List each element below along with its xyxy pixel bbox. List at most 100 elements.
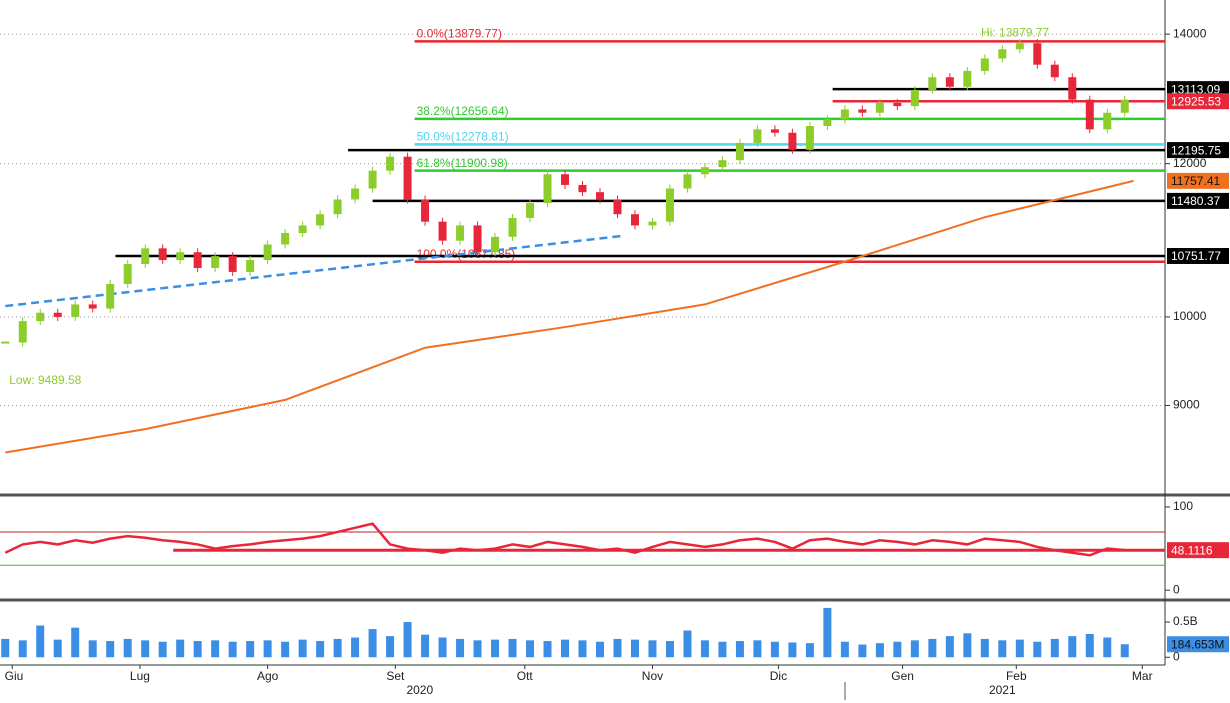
volume-bar (910, 640, 919, 658)
volume-bar (735, 641, 744, 658)
volume-bar (71, 627, 80, 658)
x-tick-label: Giu (5, 669, 24, 683)
x-tick-label: Nov (642, 669, 663, 683)
volume-bar (945, 636, 954, 658)
rsi-line (4, 522, 1125, 557)
y-tick-label: 9000 (1173, 398, 1200, 412)
candle (53, 312, 62, 317)
level-value-label: 10751.77 (1171, 249, 1221, 263)
candle (508, 217, 517, 237)
level-value-label-box (1167, 142, 1229, 159)
candle (1120, 99, 1129, 113)
volume-bar (386, 636, 395, 658)
level-label: 61.8%(11900.98) (417, 156, 508, 170)
annotation: Hi: 13879.77 (981, 26, 1049, 40)
candle (1015, 43, 1024, 50)
y-tick-label: 12000 (1173, 156, 1207, 170)
volume-bar (683, 630, 692, 658)
volume-bar (1033, 641, 1042, 658)
candle (561, 174, 570, 185)
candle (386, 156, 395, 171)
volume-bar (281, 641, 290, 658)
candle (595, 192, 604, 200)
candle (823, 119, 832, 127)
candle (910, 89, 919, 107)
volume-bar (648, 640, 657, 658)
y-tick-label: 14000 (1173, 26, 1207, 40)
x-tick-label: Lug (130, 669, 150, 683)
volume-bar (228, 641, 237, 658)
volume-bar (858, 644, 867, 658)
volume-bar (421, 634, 430, 658)
level-value-label: 12925.53 (1171, 94, 1221, 108)
candle (980, 58, 989, 71)
volume-value-label-box (1167, 636, 1229, 653)
candle (735, 142, 744, 161)
y-tick-label: 0 (1173, 649, 1180, 663)
candle (1103, 112, 1112, 130)
volume-bar (158, 641, 167, 658)
candle (438, 221, 447, 241)
volume-bar (123, 638, 132, 658)
volume-bar (753, 640, 762, 658)
ma-value-label: 11757.41 (1171, 174, 1220, 188)
volume-bar (928, 638, 937, 658)
candle (298, 225, 307, 234)
candle (456, 225, 465, 241)
volume-bar (770, 641, 779, 658)
volume-bar (665, 641, 674, 658)
candle (491, 236, 500, 253)
volume-bar (1085, 634, 1094, 658)
volume-bar (823, 607, 832, 658)
candle (333, 199, 342, 215)
volume-bar (403, 622, 412, 658)
level-value-label-box (1167, 192, 1229, 209)
candle (473, 225, 482, 253)
volume-bar (561, 639, 570, 658)
candle (176, 252, 185, 261)
volume-bar (53, 639, 62, 658)
candle (1050, 64, 1059, 78)
volume-bar (438, 637, 447, 658)
level-value-label: 12195.75 (1171, 143, 1221, 157)
volume-bar (351, 637, 360, 658)
volume-bar (176, 639, 185, 658)
candle (368, 170, 377, 189)
candle (893, 102, 902, 107)
candle (875, 102, 884, 113)
year-label: 2020 (406, 683, 433, 697)
candle (648, 221, 657, 226)
candle (1, 341, 10, 344)
level-label: 38.2%(12656.64) (417, 104, 509, 118)
x-tick-label: Gen (891, 669, 914, 683)
candle (351, 188, 360, 200)
moving-average (5, 179, 1134, 454)
volume-bar (1120, 644, 1129, 658)
volume-bar (788, 642, 797, 658)
volume-bar (456, 638, 465, 658)
volume-bar (263, 640, 272, 658)
y-tick-label: 100 (1173, 499, 1193, 513)
volume-bar (316, 641, 325, 658)
volume-bar (998, 640, 1007, 658)
candle (526, 203, 535, 218)
candle (858, 109, 867, 113)
candle (788, 132, 797, 150)
candle (281, 233, 290, 245)
y-tick-label: 10000 (1173, 309, 1207, 323)
volume-bar (36, 625, 45, 658)
x-tick-label: Feb (1006, 669, 1027, 683)
volume-bar (333, 638, 342, 658)
level-value-label-box (1167, 248, 1229, 265)
candle (193, 252, 202, 268)
candle (805, 126, 814, 150)
volume-value-label: 184.653M (1171, 637, 1224, 651)
volume-bar (88, 640, 97, 658)
candle (246, 260, 255, 272)
candle (421, 199, 430, 222)
volume-bar (491, 639, 500, 658)
x-tick-label: Mar (1132, 669, 1153, 683)
volume-bar (700, 640, 709, 658)
